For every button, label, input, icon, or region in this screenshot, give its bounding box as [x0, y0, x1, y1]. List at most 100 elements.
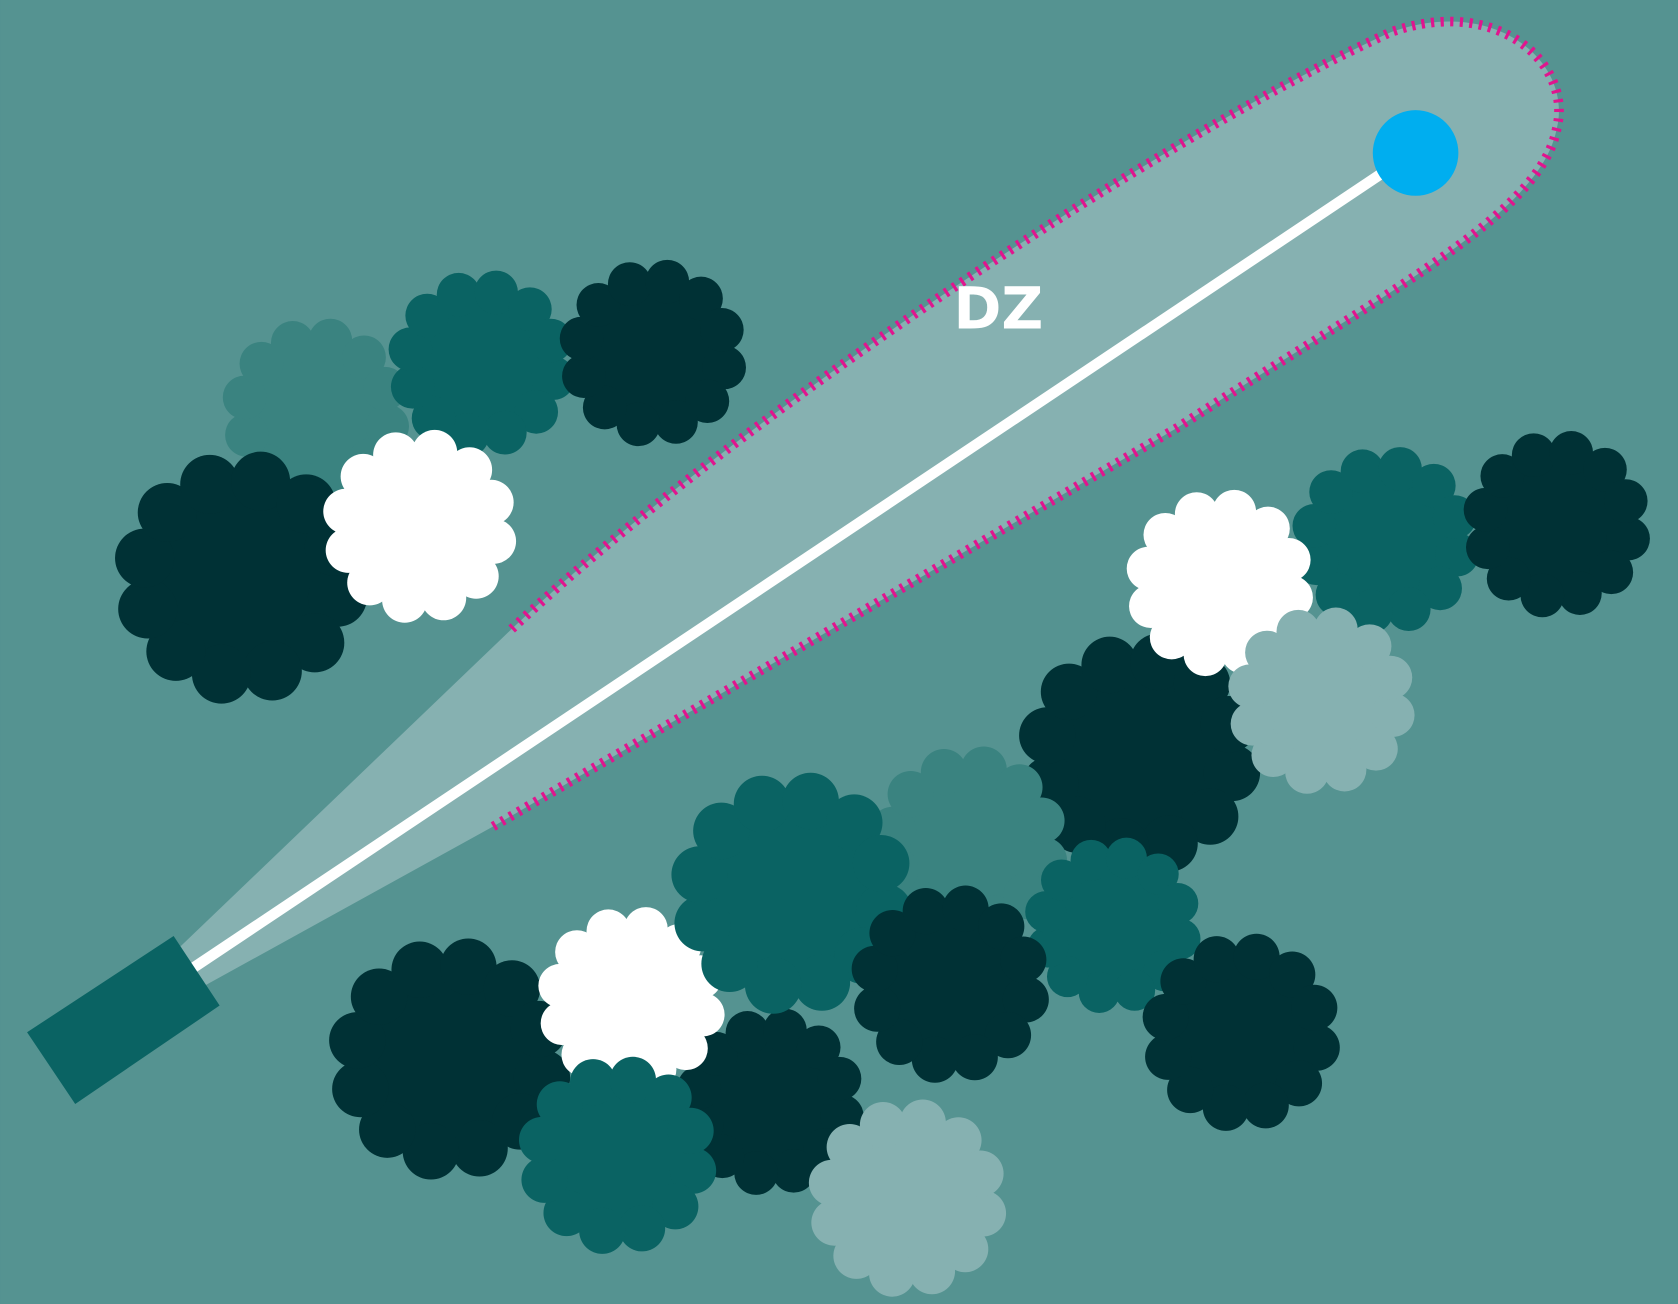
tree-lobe [579, 1207, 626, 1254]
tree-lobe [1486, 556, 1531, 601]
tree [518, 1056, 717, 1254]
tree-lobe [1589, 550, 1634, 595]
tree-lobe [908, 1248, 956, 1295]
tree-lobe [1368, 655, 1413, 700]
tree-lobe [771, 1148, 816, 1193]
tree-lobe [685, 379, 730, 423]
tree-lobe [402, 1123, 460, 1180]
tree-lobe [540, 1001, 585, 1046]
tree-lobe [191, 644, 251, 704]
tree-lobe [1183, 632, 1228, 677]
tree-lobe [1145, 1033, 1192, 1080]
tree-lobe [340, 453, 386, 500]
tree-lobe [1293, 1024, 1340, 1071]
tree-lobe [474, 270, 518, 315]
tree-lobe [285, 613, 345, 673]
tree-lobe [470, 518, 517, 564]
tree-lobe [645, 1074, 692, 1121]
tree [115, 451, 367, 704]
tree-lobe [1583, 447, 1627, 492]
tree-lobe [1411, 463, 1456, 508]
tree [1228, 607, 1415, 794]
tree-lobe [1193, 936, 1240, 983]
tree-lobe [887, 770, 934, 818]
tree-lobe [811, 1199, 858, 1246]
tree-lobe [899, 1099, 946, 1146]
tree-lobe [1269, 575, 1313, 620]
tree-lobe [1230, 701, 1275, 746]
tree-lobe [242, 641, 302, 701]
tree-lobe [1049, 796, 1106, 853]
tree-lobe [528, 318, 573, 363]
tree-lobe [1309, 470, 1353, 514]
tree-lobe [1603, 479, 1648, 523]
tree-lobe [1465, 525, 1510, 570]
tree-lobe [468, 479, 514, 525]
tree-lobe [951, 1034, 998, 1081]
tree-lobe [239, 341, 284, 386]
tree-lobe [935, 1117, 982, 1164]
tree-lobe [859, 1101, 907, 1149]
tree-lobe [222, 375, 267, 420]
tree-lobe [664, 1026, 708, 1071]
tree-lobe [582, 385, 627, 430]
tree-lobe [1019, 707, 1076, 764]
tree-lobe [440, 938, 497, 996]
flight-line [189, 148, 1416, 973]
tree-lobe [1167, 1066, 1214, 1114]
tree-lobe [680, 992, 725, 1037]
tree-lobe [1157, 883, 1199, 925]
tree-lobe [1137, 853, 1179, 895]
tree-lobe [869, 1250, 916, 1297]
tree-lobe [744, 957, 802, 1014]
tree-lobe [1386, 587, 1431, 632]
tree-lobe [146, 621, 206, 681]
tree-lobe [674, 894, 731, 952]
tree-lobe [609, 1056, 656, 1103]
tree-lobe [308, 318, 353, 363]
tree-lobe [1025, 891, 1067, 933]
tree-lobe [1549, 431, 1594, 475]
tree-lobe [796, 1025, 841, 1070]
tree-lobe [902, 888, 949, 935]
tree-lobe [1018, 797, 1065, 844]
tree-lobe [1349, 589, 1394, 634]
tree-lobe [137, 482, 197, 543]
tree-lobe [645, 259, 690, 304]
tree-lobe [1228, 664, 1272, 709]
tree-lobe [618, 1205, 666, 1252]
tree-lobe [483, 960, 541, 1017]
tree-lobe [1558, 571, 1602, 615]
tree-lobe [942, 1225, 989, 1273]
tree-lobe [446, 447, 493, 493]
tree [329, 938, 571, 1180]
tree-lobe [1251, 733, 1296, 778]
tree-lobe [763, 1008, 807, 1053]
tree [1142, 933, 1340, 1131]
tree-lobe [1315, 572, 1360, 617]
tree-lobe [959, 1190, 1007, 1237]
tree-lobe [180, 454, 240, 514]
tree-lobe [1159, 918, 1201, 960]
tree-lobe [852, 835, 910, 892]
tree-lobe [483, 410, 527, 455]
tree-lobe [231, 451, 291, 511]
tree-lobe [1212, 489, 1257, 534]
tree-lobe [996, 764, 1043, 811]
tree-lobe [1149, 615, 1194, 660]
tree [1025, 837, 1201, 1013]
trees [115, 259, 1650, 1297]
tree-lobe [725, 1011, 770, 1055]
tree-lobe [1105, 837, 1147, 879]
tree-lobe [700, 308, 744, 352]
tree-lobe [538, 963, 583, 1008]
tree-lobe [1370, 693, 1415, 737]
tree-lobe [654, 400, 698, 444]
tree [808, 1099, 1007, 1297]
tree-lobe [562, 354, 606, 398]
tree-lobe [451, 1120, 508, 1177]
tree-lobe [734, 1151, 778, 1195]
tree-lobe [1246, 506, 1290, 551]
